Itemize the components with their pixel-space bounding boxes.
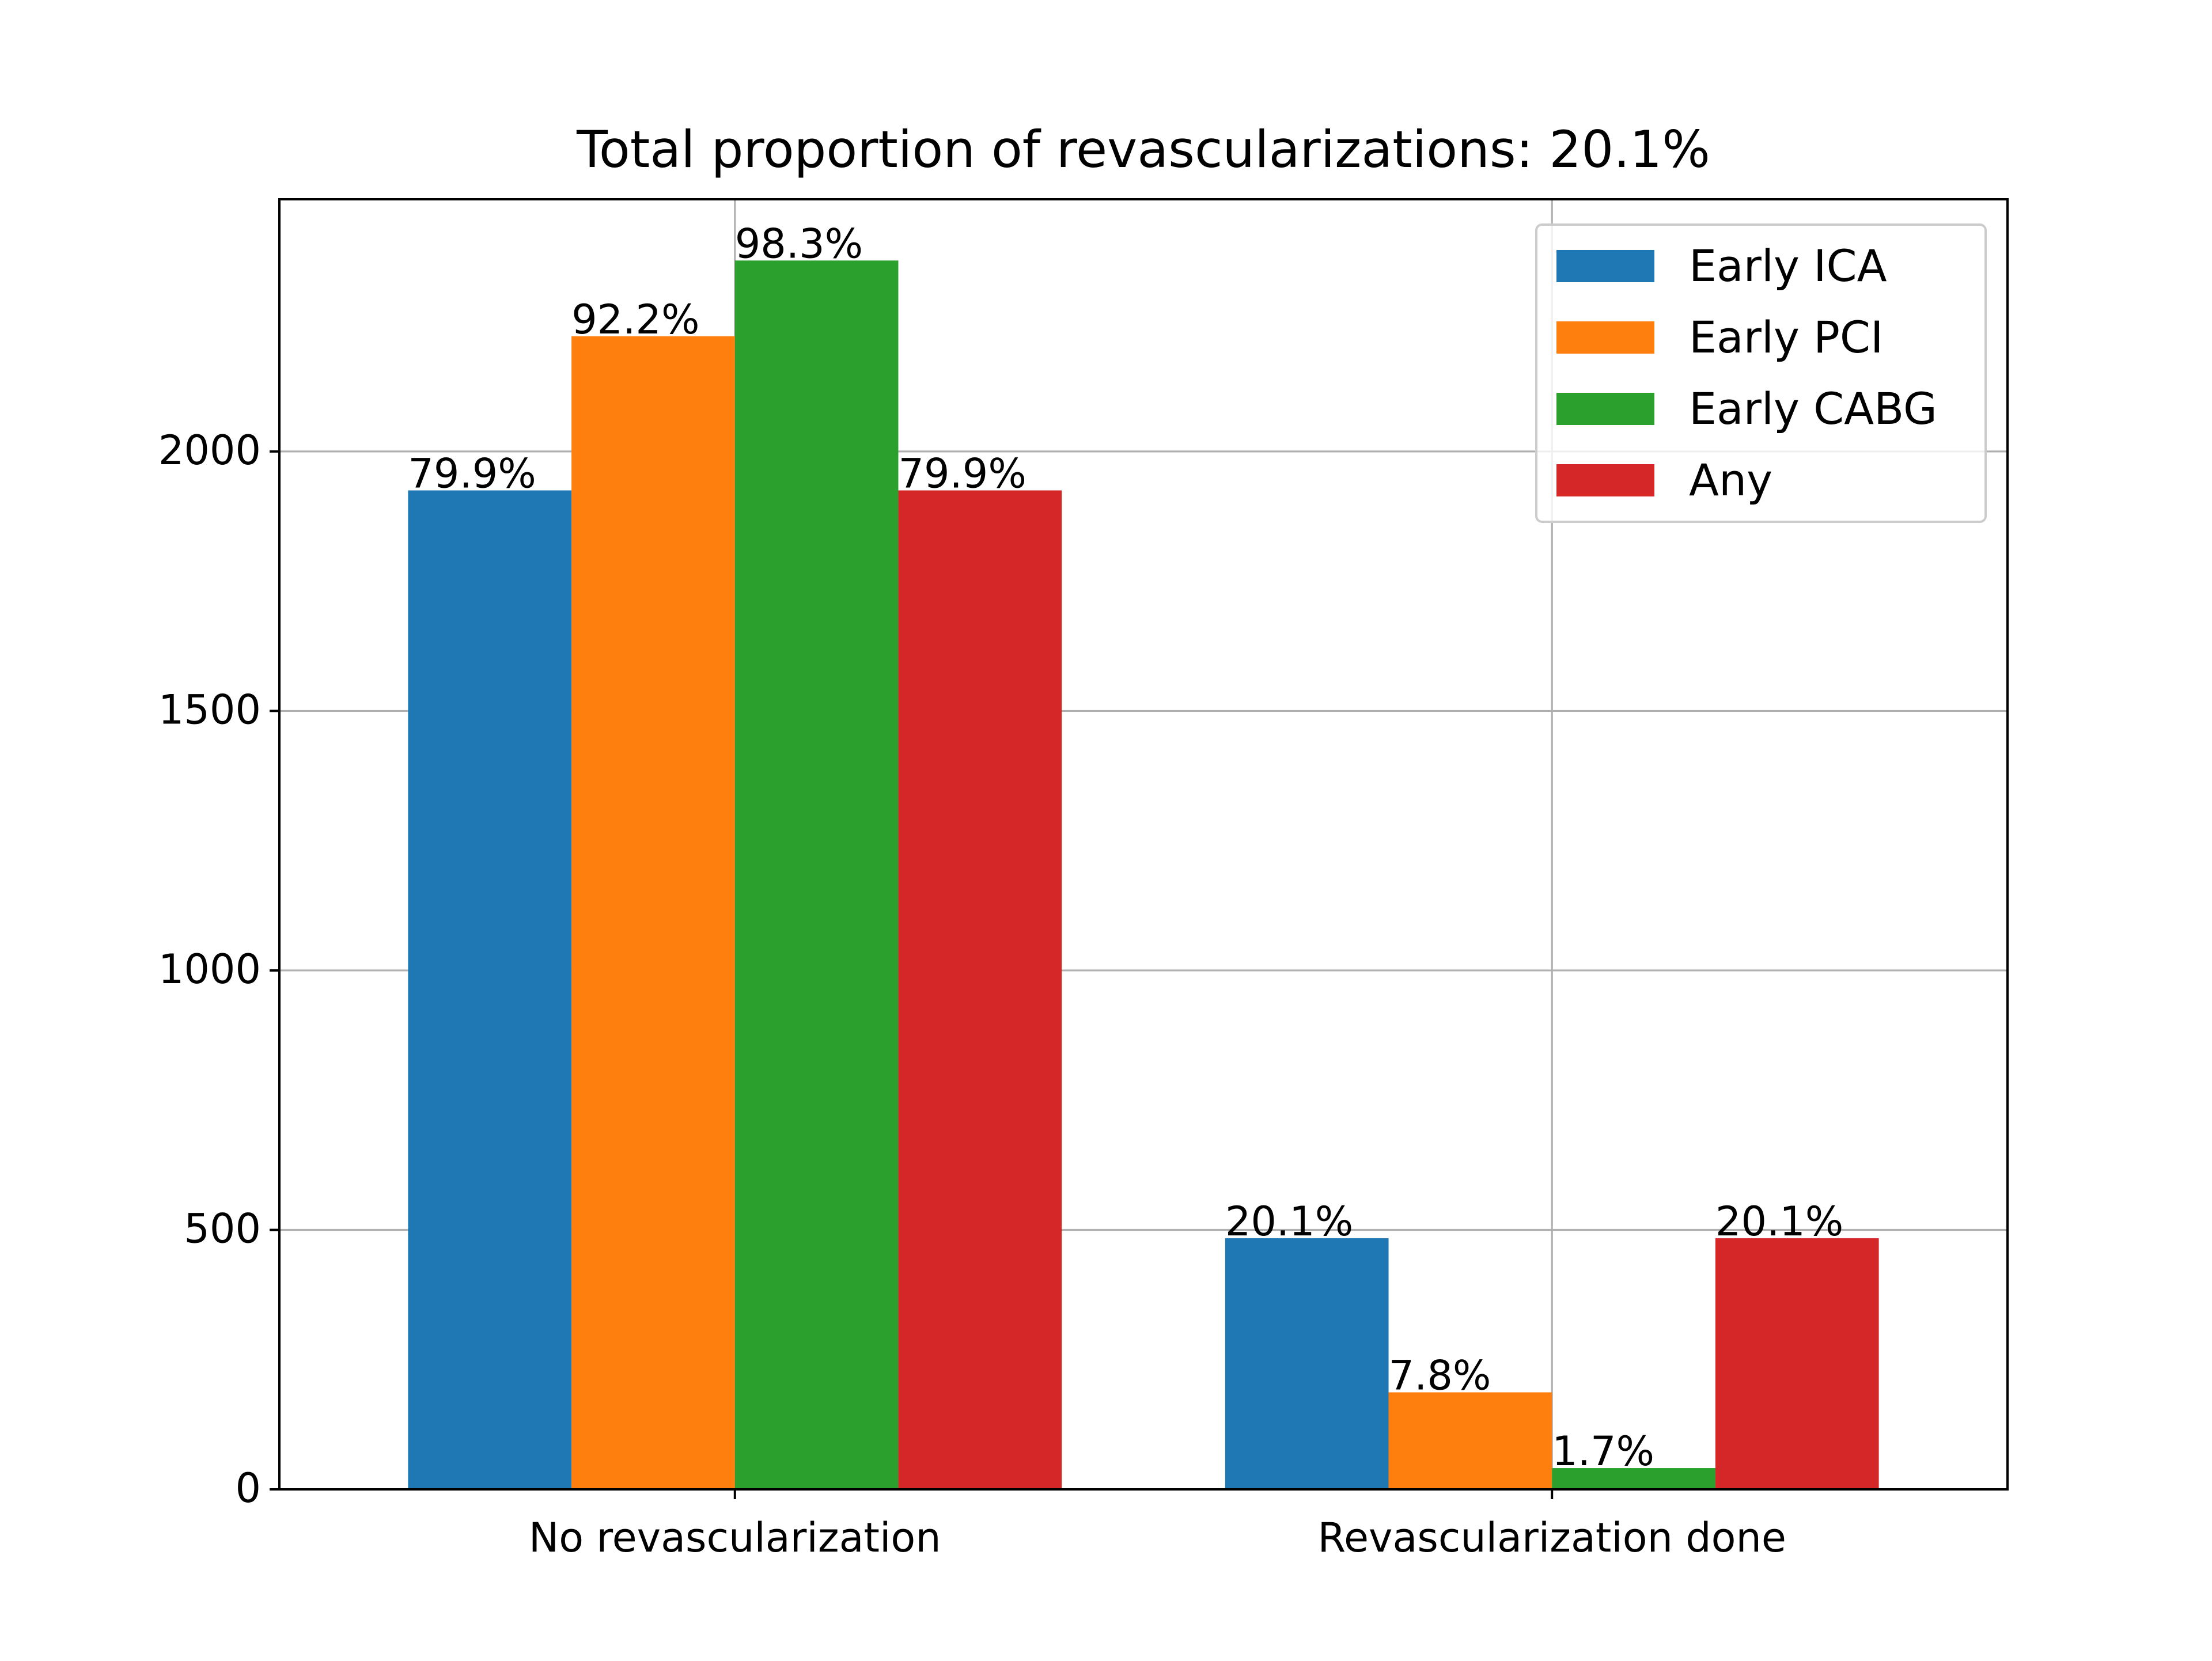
- bar-value-label: 79.9%: [898, 450, 1026, 497]
- legend-swatch: [1556, 250, 1654, 282]
- bar-value-label: 7.8%: [1389, 1352, 1491, 1400]
- x-tick-label: Revascularization done: [1317, 1514, 1786, 1561]
- y-tick-label: 1500: [158, 686, 261, 733]
- legend-box: [1535, 223, 1987, 523]
- bar: [1225, 1238, 1389, 1489]
- legend-swatch: [1556, 321, 1654, 354]
- y-tick-label: 500: [184, 1205, 261, 1252]
- x-axis: No revascularization Revascularization do…: [529, 1489, 1786, 1561]
- y-tick-label: 2000: [158, 427, 261, 474]
- y-axis: 0 500 1000 1500 2000: [158, 427, 279, 1512]
- y-tick-label: 0: [235, 1465, 261, 1512]
- chart-title: Total proportion of revascularizations: …: [576, 120, 1710, 179]
- bar-value-label: 79.9%: [408, 450, 536, 497]
- bar: [1388, 1392, 1552, 1489]
- legend-label: Any: [1689, 454, 1772, 506]
- x-tick-label: No revascularization: [529, 1514, 941, 1561]
- bar-value-label: 98.3%: [735, 220, 863, 267]
- legend: Early ICA Early PCI Early CABG Any: [1535, 223, 1987, 523]
- bar: [1715, 1238, 1879, 1489]
- legend-label: Early PCI: [1689, 312, 1883, 363]
- y-tick-label: 1000: [158, 946, 261, 993]
- legend-swatch: [1556, 464, 1654, 496]
- plot-frame: [278, 198, 2009, 1491]
- bar: [898, 490, 1062, 1489]
- data-labels: 79.9% 20.1% 92.2% 7.8% 98.3% 1.7% 79.9% 20.1%: [408, 220, 1843, 1475]
- bar-value-label: 20.1%: [1225, 1198, 1353, 1245]
- bar: [734, 260, 899, 1489]
- bar: [1552, 1468, 1715, 1489]
- legend-label: Early CABG: [1689, 383, 1937, 434]
- bar-value-label: 1.7%: [1552, 1428, 1654, 1475]
- bar: [408, 490, 572, 1489]
- bar-value-label: 20.1%: [1715, 1198, 1843, 1245]
- legend-swatch: [1556, 393, 1654, 425]
- legend-label: Early ICA: [1689, 240, 1887, 291]
- bar-value-label: 92.2%: [571, 296, 699, 343]
- bar: [571, 336, 735, 1489]
- bars: [408, 260, 1879, 1489]
